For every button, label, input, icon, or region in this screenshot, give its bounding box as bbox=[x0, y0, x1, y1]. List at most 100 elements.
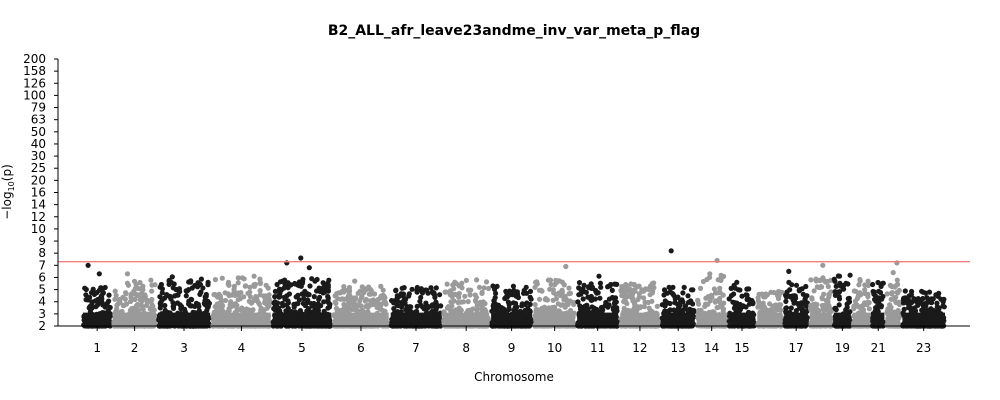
data-point bbox=[198, 289, 204, 295]
data-point bbox=[257, 288, 263, 294]
data-point bbox=[566, 285, 572, 291]
data-point bbox=[559, 279, 565, 285]
data-point bbox=[393, 288, 399, 294]
data-point bbox=[490, 283, 496, 289]
data-point bbox=[340, 309, 346, 315]
data-point bbox=[341, 284, 347, 290]
data-point bbox=[491, 318, 497, 324]
data-point bbox=[519, 303, 525, 309]
data-point bbox=[102, 316, 108, 322]
data-point bbox=[182, 306, 188, 312]
data-point bbox=[666, 284, 672, 290]
data-point bbox=[858, 305, 864, 312]
data-point bbox=[293, 314, 299, 320]
data-point bbox=[162, 302, 168, 309]
data-point bbox=[181, 319, 187, 325]
data-point bbox=[581, 282, 587, 288]
data-point bbox=[113, 292, 119, 298]
data-point bbox=[410, 311, 416, 317]
y-tick-label: 5 bbox=[38, 283, 46, 297]
data-point bbox=[871, 289, 877, 295]
data-point bbox=[146, 320, 152, 327]
data-point bbox=[885, 317, 891, 323]
data-point bbox=[465, 299, 471, 305]
data-point bbox=[425, 290, 431, 296]
data-point bbox=[793, 316, 799, 322]
data-point bbox=[876, 295, 882, 301]
data-point bbox=[502, 312, 508, 318]
data-point bbox=[401, 285, 407, 291]
data-point bbox=[788, 305, 794, 311]
top-hit-point bbox=[85, 262, 91, 268]
data-point bbox=[503, 288, 509, 294]
data-point bbox=[253, 294, 259, 300]
data-point bbox=[272, 288, 278, 294]
data-point bbox=[320, 317, 326, 323]
data-point bbox=[636, 283, 642, 289]
data-point bbox=[717, 295, 723, 302]
data-point bbox=[282, 277, 288, 283]
data-point bbox=[635, 305, 641, 311]
data-point bbox=[799, 301, 805, 307]
data-point bbox=[901, 312, 907, 319]
data-point bbox=[576, 292, 582, 298]
data-point bbox=[408, 304, 414, 310]
data-point bbox=[545, 277, 552, 283]
data-point bbox=[317, 294, 323, 300]
data-point bbox=[646, 305, 652, 311]
data-point bbox=[699, 315, 705, 321]
data-point bbox=[89, 299, 95, 305]
data-point bbox=[801, 309, 808, 315]
data-point bbox=[409, 286, 415, 292]
data-point bbox=[532, 284, 538, 290]
data-point bbox=[826, 291, 832, 298]
data-point bbox=[760, 312, 766, 318]
data-point bbox=[473, 294, 479, 300]
data-point bbox=[743, 304, 749, 310]
data-point bbox=[940, 299, 946, 305]
data-point bbox=[551, 290, 557, 296]
data-point bbox=[458, 307, 464, 313]
data-point bbox=[198, 319, 204, 326]
data-point bbox=[467, 292, 473, 298]
data-point bbox=[343, 322, 349, 328]
data-point bbox=[880, 293, 886, 300]
data-point bbox=[210, 312, 216, 318]
data-point bbox=[302, 302, 308, 309]
data-point bbox=[685, 293, 691, 299]
x-tick-label: 6 bbox=[357, 341, 365, 355]
data-point bbox=[239, 275, 245, 281]
data-point bbox=[374, 310, 380, 316]
data-point bbox=[689, 307, 695, 313]
data-point bbox=[463, 277, 469, 283]
x-tick-label: 11 bbox=[590, 341, 605, 355]
data-point bbox=[381, 298, 388, 304]
data-point bbox=[365, 309, 371, 315]
data-point bbox=[398, 291, 404, 297]
data-point bbox=[846, 299, 852, 305]
data-point bbox=[372, 291, 378, 297]
data-point bbox=[543, 308, 549, 314]
data-point bbox=[150, 321, 157, 327]
data-point bbox=[519, 309, 525, 315]
data-point bbox=[612, 295, 619, 301]
data-point bbox=[896, 287, 902, 293]
data-point bbox=[201, 300, 207, 306]
data-point bbox=[235, 280, 241, 286]
data-point bbox=[569, 310, 575, 317]
data-point bbox=[908, 300, 915, 306]
data-point bbox=[442, 289, 448, 295]
data-point bbox=[246, 307, 252, 313]
data-point bbox=[739, 321, 746, 327]
data-point bbox=[157, 294, 163, 300]
data-point bbox=[875, 279, 881, 286]
data-point bbox=[832, 289, 838, 295]
data-point bbox=[731, 291, 737, 297]
data-point bbox=[206, 315, 212, 321]
data-point bbox=[912, 308, 919, 314]
data-point bbox=[532, 313, 538, 319]
data-point bbox=[686, 313, 693, 319]
data-point bbox=[266, 296, 272, 302]
data-point bbox=[453, 307, 459, 313]
data-point bbox=[776, 302, 782, 308]
